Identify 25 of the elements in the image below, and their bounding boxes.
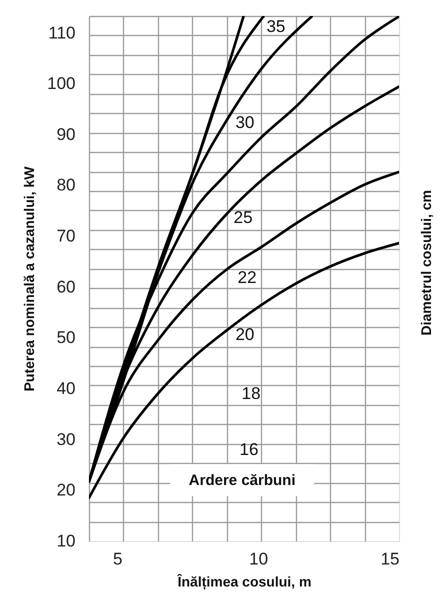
annotation: 35 <box>266 17 286 36</box>
y-tick-label: 30 <box>56 430 76 449</box>
y-tick-label: 20 <box>56 480 76 500</box>
y-tick-label: 70 <box>56 226 76 246</box>
y-tick-label: 40 <box>56 379 76 398</box>
y-tick-label: 110 <box>48 23 76 42</box>
y-tick-label: 60 <box>56 277 76 296</box>
annotation: 22 <box>238 268 257 287</box>
annotation: 25 <box>234 208 253 228</box>
y-tick-label: 90 <box>56 124 76 144</box>
y-tick-label: 80 <box>56 176 76 195</box>
y-tick-label: 10 <box>56 532 76 550</box>
annotation: Ardere cărbuni <box>188 472 296 490</box>
annotation: 20 <box>235 325 254 344</box>
y-tick-label: 100 <box>47 74 76 94</box>
x-axis-title: Înălțimea cosului, m <box>176 574 312 590</box>
y2-axis-title: Diametrul cosului, cm <box>418 190 434 336</box>
x-tick-label: 5 <box>112 550 122 568</box>
y-tick-label: 50 <box>56 328 76 348</box>
annotation: 30 <box>235 113 254 132</box>
y-axis-title: Puterea nominală a cazanului, kW <box>21 166 38 392</box>
x-tick-label: 15 <box>380 550 400 568</box>
x-tick-label: 10 <box>249 550 268 568</box>
annotation: 16 <box>240 440 258 460</box>
annotation: 18 <box>242 384 261 403</box>
